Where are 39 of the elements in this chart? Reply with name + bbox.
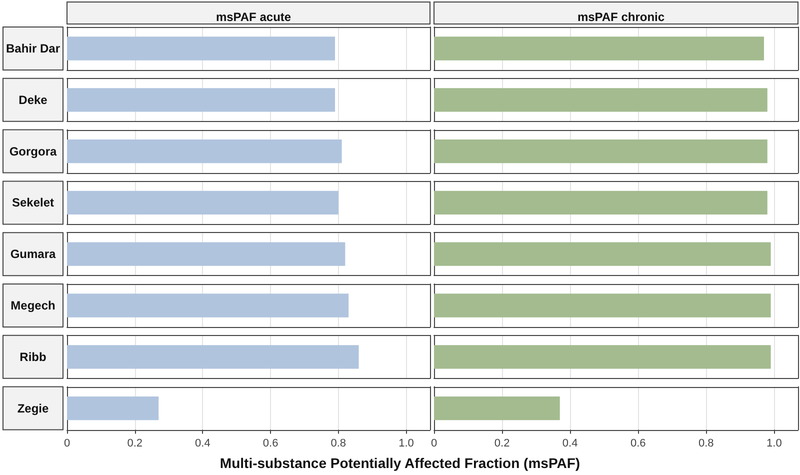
x-tick-label: 0.4 <box>195 437 210 450</box>
x-tick-label: 0.2 <box>494 437 510 450</box>
x-tick-label: 0.8 <box>330 437 346 450</box>
y-tick-label: Bahir Dar <box>6 42 60 56</box>
bar <box>67 36 336 60</box>
x-tick-label: 0 <box>64 437 70 450</box>
y-tick-label: Sekelet <box>12 196 54 210</box>
bar <box>434 139 768 164</box>
x-tick-label: 0.6 <box>630 437 646 450</box>
bar <box>67 396 159 420</box>
y-tick-label: Deke <box>18 92 48 107</box>
x-tick-label: 0.4 <box>562 437 578 450</box>
x-axis-title: Multi-substance Potentially Affected Fraction (msPAF) <box>218 455 582 471</box>
bar <box>67 294 349 318</box>
x-tick-label: 0.6 <box>262 437 278 450</box>
bar <box>434 190 768 215</box>
bar <box>434 345 771 369</box>
x-tick-label: 1.0 <box>766 437 782 450</box>
bar <box>434 88 768 112</box>
bar <box>434 242 771 266</box>
y-tick-label: Gorgora <box>9 144 57 158</box>
y-tick-label: Megech <box>10 298 56 312</box>
x-tick-label: 1.0 <box>398 437 414 450</box>
bar <box>67 345 359 369</box>
bar <box>67 88 336 112</box>
chart-title: msPAF chronic <box>577 10 665 24</box>
bar <box>434 396 560 420</box>
x-tick-label: 0.8 <box>698 437 714 450</box>
bar <box>67 139 342 164</box>
y-tick-label: Ribb <box>20 350 46 364</box>
x-tick-label: 0 <box>430 437 438 450</box>
bar <box>67 242 346 266</box>
chart-title: msPAF acute <box>216 10 292 24</box>
x-tick-label: 0.2 <box>127 437 142 450</box>
y-tick-label: Gumara <box>10 247 56 262</box>
bar <box>434 36 764 60</box>
bar <box>434 294 771 318</box>
y-tick-label: Zegie <box>17 401 49 416</box>
bar <box>67 190 338 215</box>
